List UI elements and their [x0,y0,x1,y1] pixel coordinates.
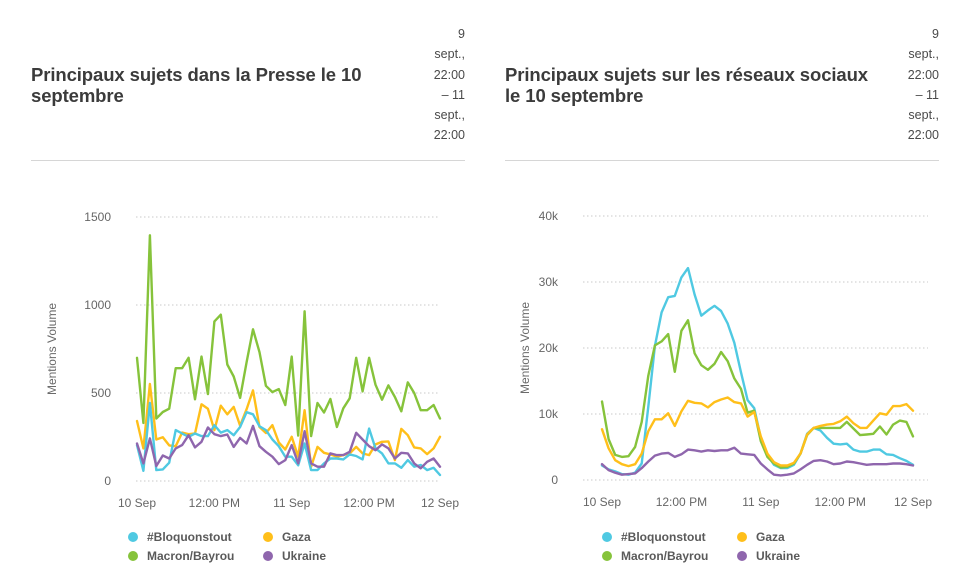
x-tick-label: 12:00 PM [656,495,707,509]
y-tick-label: 500 [91,386,111,400]
date-range-line: 22:00 [433,67,465,82]
legend-swatch [602,551,612,561]
legend-item-gaza[interactable]: Gaza [737,530,785,544]
press-panel: Principaux sujets dans la Presse le 10 s… [31,0,465,579]
legend-label: Ukraine [756,549,801,563]
series-line-ukraine[interactable] [600,446,915,477]
press-line-chart: 0 500 1000 1500 Mentions Volume 10 Sep 12:00 P… [45,210,459,510]
date-range-line: 22:00 [433,128,465,143]
y-axis-label: Mentions Volume [45,303,59,395]
x-tick-label: 12:00 PM [189,496,240,510]
x-tick-label: 11 Sep [273,496,310,510]
y-axis-label: Mentions Volume [518,302,532,394]
y-tick-label: 30k [539,275,559,289]
date-range-line: sept., [908,108,939,123]
legend-label: Gaza [282,530,311,544]
series-line-bloquonstout[interactable] [135,401,442,477]
x-tick-label: 12:00 PM [343,496,394,510]
social-date-range: 9 sept., 22:00 – 11 sept., 22:00 [879,24,939,146]
legend-item-bloquonstout[interactable]: #Bloquonstout [602,530,706,544]
legend-label: Gaza [756,530,785,544]
press-date-range: 9 sept., 22:00 – 11 sept., 22:00 [405,24,465,146]
header-divider [505,160,939,161]
date-range-line: sept., [908,47,939,62]
social-panel-header: Principaux sujets sur les réseaux sociau… [505,0,939,161]
series-line-gaza[interactable] [135,382,442,468]
x-tick-label: 12:00 PM [815,495,866,509]
legend-item-macron-bayrou[interactable]: Macron/Bayrou [602,549,708,563]
legend-label: Macron/Bayrou [147,549,235,563]
series-line-gaza[interactable] [600,396,915,468]
x-tick-label: 12 Sep [421,496,459,510]
header-divider [31,160,465,161]
legend-item-ukraine[interactable]: Ukraine [263,549,326,563]
y-tick-label: 0 [551,473,558,487]
x-tick-label: 10 Sep [583,495,621,509]
legend-swatch [737,532,747,542]
legend-item-ukraine[interactable]: Ukraine [737,549,800,563]
y-tick-label: 10k [539,407,559,421]
y-tick-label: 40k [539,209,559,223]
y-tick-label: 1000 [84,298,111,312]
social-panel: Principaux sujets sur les réseaux sociau… [505,0,939,579]
x-tick-label: 10 Sep [118,496,156,510]
legend-item-macron-bayrou[interactable]: Macron/Bayrou [128,549,234,563]
legend-swatch [128,551,138,561]
x-tick-label: 12 Sep [894,495,932,509]
y-tick-label: 1500 [84,210,111,224]
series-line-macron-bayrou[interactable] [135,234,442,438]
legend-swatch [737,551,747,561]
date-range-line: 9 [932,27,939,41]
press-panel-header: Principaux sujets dans la Presse le 10 s… [31,0,465,161]
series-line-ukraine[interactable] [135,424,442,470]
legend-swatch [263,532,273,542]
date-range-line: 22:00 [907,67,939,82]
legend-item-bloquonstout[interactable]: #Bloquonstout [128,530,232,544]
social-line-chart: 0 10k 20k 30k 40k Mentions Volume 10 Sep 12:00 … [518,209,932,509]
legend-label: Macron/Bayrou [621,549,709,563]
date-range-line: 22:00 [907,128,939,143]
press-chart-title: Principaux sujets dans la Presse le 10 s… [31,64,362,106]
legend-swatch [128,532,138,542]
legend-label: #Bloquonstout [147,530,232,544]
legend-swatch [602,532,612,542]
legend-item-gaza[interactable]: Gaza [263,530,311,544]
legend-swatch [263,551,273,561]
legend-label: Ukraine [282,549,327,563]
social-chart-title: Principaux sujets sur les réseaux sociau… [505,64,869,106]
legend-label: #Bloquonstout [621,530,706,544]
y-tick-label: 20k [539,341,559,355]
y-tick-label: 0 [104,474,111,488]
date-range-line: – 11 [441,87,465,102]
date-range-line: – 11 [915,87,939,102]
date-range-line: sept., [434,47,465,62]
date-range-line: sept., [434,108,465,123]
x-tick-label: 11 Sep [742,495,779,509]
date-range-line: 9 [458,27,465,41]
